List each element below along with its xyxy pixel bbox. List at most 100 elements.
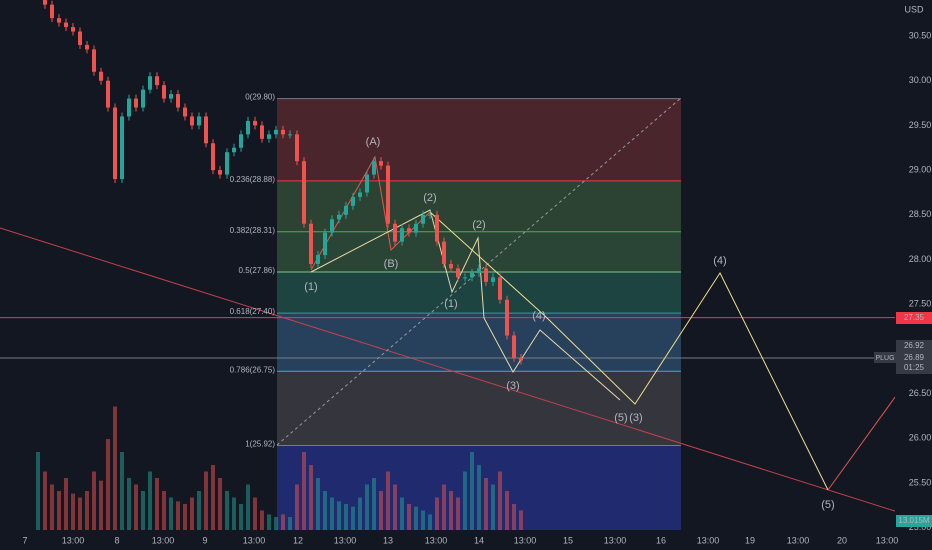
badge-text: 26.92	[904, 341, 925, 350]
price-axis	[895, 0, 932, 550]
wave-label: (2)	[423, 192, 436, 204]
fib-label: 0(29.80)	[245, 93, 275, 102]
volume-bar	[267, 514, 271, 530]
time-label: 12	[293, 535, 303, 545]
volume-bar	[470, 452, 474, 530]
volume-bar	[414, 506, 418, 530]
volume-bar	[50, 484, 54, 530]
candle	[463, 277, 467, 279]
candle	[78, 31, 82, 45]
volume-bar	[239, 504, 243, 530]
volume-bar	[85, 491, 89, 530]
time-label: 13:00	[697, 535, 720, 545]
volume-bar	[141, 491, 145, 530]
candle	[253, 120, 257, 126]
candle	[358, 192, 362, 197]
volume-bar	[330, 497, 334, 530]
price-label: 30.50	[909, 30, 932, 40]
volume-bar	[274, 517, 278, 530]
volume-bar	[400, 497, 404, 530]
wave-label: (4)	[532, 310, 545, 322]
volume-bar	[372, 478, 376, 530]
candle	[134, 98, 138, 108]
candle	[232, 147, 236, 153]
candle	[386, 165, 390, 224]
candle	[162, 85, 166, 99]
candle	[218, 170, 222, 175]
volume-bar	[148, 471, 152, 530]
volume-bar	[281, 514, 285, 530]
wave-label: (2)	[472, 219, 485, 231]
wave-label: (5)	[821, 499, 834, 511]
volume-bar	[176, 501, 180, 530]
candle	[316, 255, 320, 264]
candle	[169, 94, 173, 99]
candle	[225, 152, 229, 175]
badge	[896, 362, 932, 374]
candle	[365, 174, 369, 193]
candle	[519, 357, 523, 361]
candle	[379, 161, 383, 166]
time-label: 19	[745, 535, 755, 545]
volume-bar	[211, 465, 215, 530]
volume-bar	[218, 478, 222, 530]
volume-bar	[337, 501, 341, 530]
volume-bar	[127, 478, 131, 530]
wave-label: (A)	[366, 136, 381, 148]
candle	[393, 223, 397, 242]
fib-zone	[277, 371, 681, 446]
candle	[211, 143, 215, 171]
volume-bar	[393, 484, 397, 530]
volume-bar	[225, 491, 229, 530]
volume-bar	[477, 465, 481, 530]
time-label: 7	[22, 535, 27, 545]
wave-label: (3)	[629, 412, 642, 424]
volume-bar	[344, 504, 348, 530]
time-label: 13:00	[604, 535, 627, 545]
candle	[407, 228, 411, 233]
wave-label: (1)	[444, 298, 457, 310]
candle	[484, 268, 488, 282]
symbol: PLUG	[875, 355, 894, 362]
candle	[491, 277, 495, 282]
candle	[414, 223, 418, 233]
candle	[274, 129, 278, 135]
volume-bar	[162, 491, 166, 530]
candle	[260, 125, 264, 139]
time-label: 8	[114, 535, 119, 545]
volume-bar	[253, 497, 257, 530]
price-label: 29.50	[909, 120, 932, 130]
candle	[281, 129, 285, 135]
candle	[120, 116, 124, 180]
candle	[400, 228, 404, 242]
badge	[896, 312, 932, 324]
candle	[512, 335, 516, 358]
volume-bar	[71, 493, 75, 530]
time-label: 13:00	[787, 535, 810, 545]
candle	[246, 120, 250, 135]
candle	[309, 223, 313, 264]
volume-bar	[260, 510, 264, 530]
volume-bar	[442, 484, 446, 530]
time-label: 15	[563, 535, 573, 545]
volume-bar	[43, 471, 47, 530]
volume-bar	[519, 510, 523, 530]
volume-bar	[288, 517, 292, 530]
volume-bar	[505, 491, 509, 530]
price-label: 26.50	[909, 388, 932, 398]
volume-bar	[78, 497, 82, 530]
badge	[896, 340, 932, 352]
time-label: 13	[383, 535, 393, 545]
badge-text: 01:25	[904, 363, 925, 372]
candle	[421, 214, 425, 224]
volume-bar	[113, 406, 117, 530]
price-label: 25.50	[909, 477, 932, 487]
volume-bar	[421, 510, 425, 530]
volume-bar	[316, 478, 320, 530]
candle	[428, 214, 432, 216]
candle	[449, 263, 453, 269]
fib-zone	[277, 98, 681, 181]
candle	[106, 80, 110, 108]
main-wave	[429, 211, 829, 491]
